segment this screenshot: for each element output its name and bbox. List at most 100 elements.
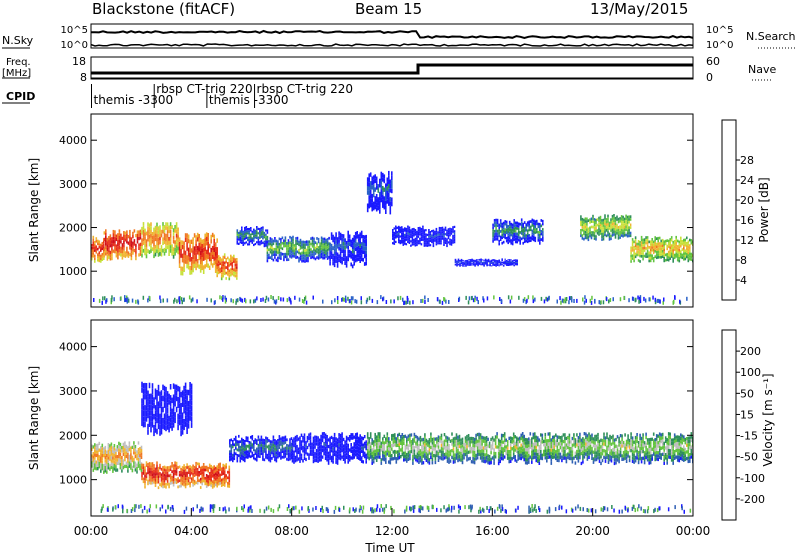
heatmap-cell	[330, 449, 333, 453]
heatmap-cell	[339, 236, 342, 241]
heatmap-cell	[413, 436, 416, 440]
heatmap-cell	[278, 443, 281, 447]
heatmap-cell	[105, 252, 107, 256]
heatmap-cell	[679, 299, 681, 304]
heatmap-cell	[156, 234, 158, 238]
heatmap-cell	[136, 230, 139, 234]
heatmap-cell	[392, 437, 395, 441]
heatmap-cell	[189, 266, 191, 271]
heatmap-cell	[353, 261, 355, 266]
heatmap-cell	[568, 296, 571, 301]
heatmap-cell	[160, 473, 163, 477]
heatmap-cell	[266, 231, 269, 234]
heatmap-cell	[620, 220, 623, 224]
cpid-entry: rbsp CT-trig 220	[257, 82, 353, 96]
heatmap-cell	[193, 471, 196, 475]
heatmap-cell	[495, 265, 497, 267]
heatmap-cell	[238, 242, 240, 245]
heatmap-cell	[374, 187, 376, 192]
heatmap-cell	[508, 261, 511, 263]
heatmap-cell	[281, 444, 284, 448]
heatmap-cell	[222, 477, 224, 481]
heatmap-cell	[655, 248, 658, 251]
heatmap-cell	[391, 437, 393, 441]
heatmap-cell	[214, 264, 217, 269]
heatmap-cell	[493, 235, 496, 239]
heatmap-cell	[336, 244, 339, 249]
heatmap-cell	[142, 480, 145, 484]
heatmap-cell	[262, 228, 264, 231]
heatmap-cell	[398, 241, 400, 244]
heatmap-cell	[299, 449, 301, 453]
heatmap-cell	[178, 484, 181, 488]
heatmap-cell	[214, 475, 217, 478]
heatmap-cell	[514, 224, 517, 227]
heatmap-cell	[617, 234, 620, 237]
heatmap-cell	[201, 252, 203, 257]
heatmap-cell	[439, 436, 441, 440]
heatmap-cell	[254, 449, 257, 453]
heatmap-cell	[230, 271, 232, 274]
heatmap-cell	[516, 221, 518, 225]
heatmap-cell	[386, 194, 389, 200]
heatmap-cell	[411, 236, 414, 239]
heatmap-cell	[157, 423, 160, 430]
heatmap-cell	[581, 223, 584, 226]
heatmap-cell	[162, 417, 164, 424]
heatmap-cell	[397, 440, 399, 444]
heatmap-cell	[332, 238, 334, 243]
heatmap-cell	[496, 224, 499, 227]
heatmap-cell	[437, 242, 439, 245]
heatmap-cell	[256, 450, 258, 454]
heatmap-cell	[383, 174, 386, 179]
heatmap-cell	[598, 230, 600, 234]
heatmap-cell	[678, 248, 681, 252]
heatmap-cell	[130, 243, 133, 248]
heatmap-cell	[296, 434, 298, 439]
heatmap-cell	[109, 457, 111, 461]
heatmap-cell	[187, 260, 190, 266]
heatmap-cell	[348, 438, 351, 442]
heatmap-cell	[447, 230, 450, 233]
heatmap-cell	[174, 225, 176, 229]
heatmap-cell	[190, 466, 193, 470]
heatmap-cell	[159, 402, 161, 409]
heatmap-cell	[269, 237, 272, 240]
heatmap-cell	[371, 298, 374, 303]
heatmap-cell	[516, 238, 518, 241]
heatmap-cell	[418, 457, 420, 461]
heatmap-cell	[639, 249, 641, 252]
heatmap-cell	[231, 267, 234, 270]
heatmap-cell	[281, 436, 284, 440]
heatmap-cell	[293, 450, 295, 454]
heatmap-cell	[271, 249, 273, 252]
heatmap-cell	[160, 245, 163, 249]
heatmap-cell	[450, 243, 453, 246]
heatmap-cell	[596, 231, 599, 235]
heatmap-cell	[388, 197, 390, 202]
heatmap-cell	[145, 405, 148, 411]
heatmap-cell	[342, 234, 345, 238]
heatmap-cell	[655, 237, 658, 240]
heatmap-cell	[520, 232, 523, 235]
heatmap-cell	[213, 481, 215, 485]
heatmap-cell	[379, 455, 381, 459]
heatmap-cell	[366, 442, 369, 446]
heatmap-cell	[643, 249, 646, 252]
heatmap-cell	[118, 455, 120, 459]
heatmap-cell	[230, 257, 232, 261]
heatmap-cell	[211, 232, 214, 238]
heatmap-cell	[269, 454, 272, 457]
heatmap-cell	[198, 473, 200, 477]
heatmap-cell	[556, 299, 558, 304]
heatmap-cell	[145, 239, 148, 244]
heatmap-cell	[163, 473, 166, 477]
heatmap-cell	[354, 254, 357, 259]
heatmap-cell	[610, 229, 612, 232]
heatmap-cell	[222, 266, 224, 270]
heatmap-cell	[162, 480, 164, 483]
heatmap-cell	[100, 456, 102, 460]
heatmap-cell	[207, 483, 209, 487]
heatmap-cell	[356, 253, 358, 258]
heatmap-cell	[411, 243, 414, 246]
